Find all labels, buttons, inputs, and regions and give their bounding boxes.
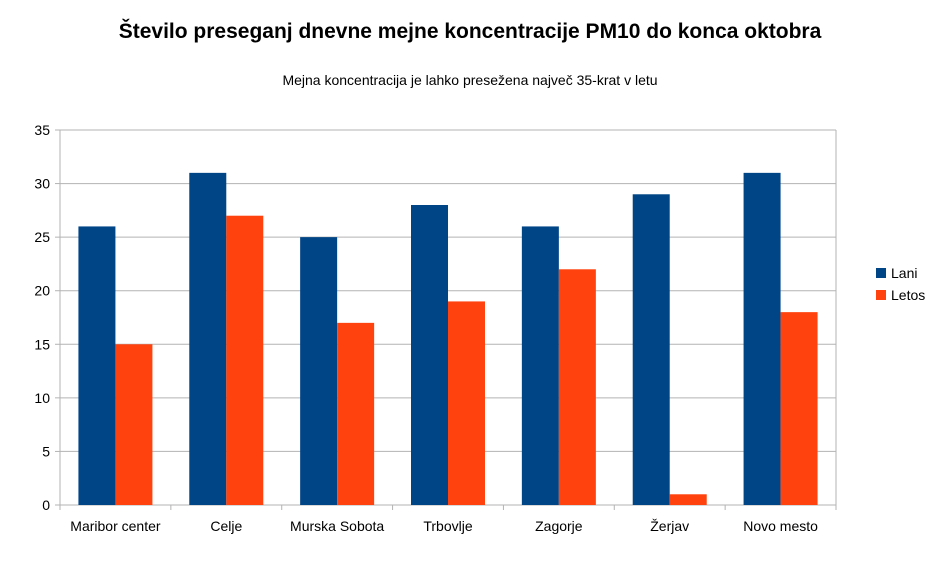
y-tick-label-25: 25 xyxy=(34,229,50,245)
x-tick-label-5: Žerjav xyxy=(650,518,689,534)
bar-lani-5 xyxy=(632,194,670,506)
legend-item-letos: Letos xyxy=(876,284,925,306)
legend-label-letos: Letos xyxy=(891,287,926,303)
bar-lani-1 xyxy=(189,172,227,505)
bar-lani-3 xyxy=(411,205,448,505)
y-tick-label-20: 20 xyxy=(34,283,50,299)
bar-letos-5 xyxy=(669,494,707,505)
x-tick-label-6: Novo mesto xyxy=(743,518,818,534)
bar-letos-6 xyxy=(780,312,818,505)
bar-letos-4 xyxy=(558,269,596,505)
bar-letos-0 xyxy=(115,344,153,505)
chart-title: Število preseganj dnevne mejne koncentra… xyxy=(118,20,822,43)
chart-subtitle: Mejna koncentracija je lahko presežena n… xyxy=(282,72,658,88)
y-tick-label-35: 35 xyxy=(34,122,50,138)
bar-lani-2 xyxy=(300,237,338,505)
legend-swatch-letos xyxy=(876,290,886,300)
bar-letos-2 xyxy=(337,322,375,505)
x-tick-label-0: Maribor center xyxy=(70,518,161,534)
bar-lani-6 xyxy=(743,172,781,505)
bar-letos-3 xyxy=(448,301,485,505)
x-tick-label-4: Zagorje xyxy=(535,518,583,534)
bar-letos-1 xyxy=(226,215,264,505)
y-tick-label-10: 10 xyxy=(34,390,50,406)
legend-item-lani: Lani xyxy=(876,262,925,284)
y-tick-label-0: 0 xyxy=(42,497,50,513)
y-tick-label-5: 5 xyxy=(42,443,50,459)
x-tick-label-3: Trbovlje xyxy=(423,518,472,534)
y-tick-label-30: 30 xyxy=(34,176,50,192)
y-tick-label-15: 15 xyxy=(34,336,50,352)
bar-lani-0 xyxy=(78,226,116,505)
x-tick-label-2: Murska Sobota xyxy=(290,518,384,534)
bar-lani-4 xyxy=(521,226,559,505)
legend-label-lani: Lani xyxy=(891,265,918,281)
legend-swatch-lani xyxy=(876,268,886,278)
x-tick-label-1: Celje xyxy=(210,518,242,534)
legend: Lani Letos xyxy=(876,262,925,306)
